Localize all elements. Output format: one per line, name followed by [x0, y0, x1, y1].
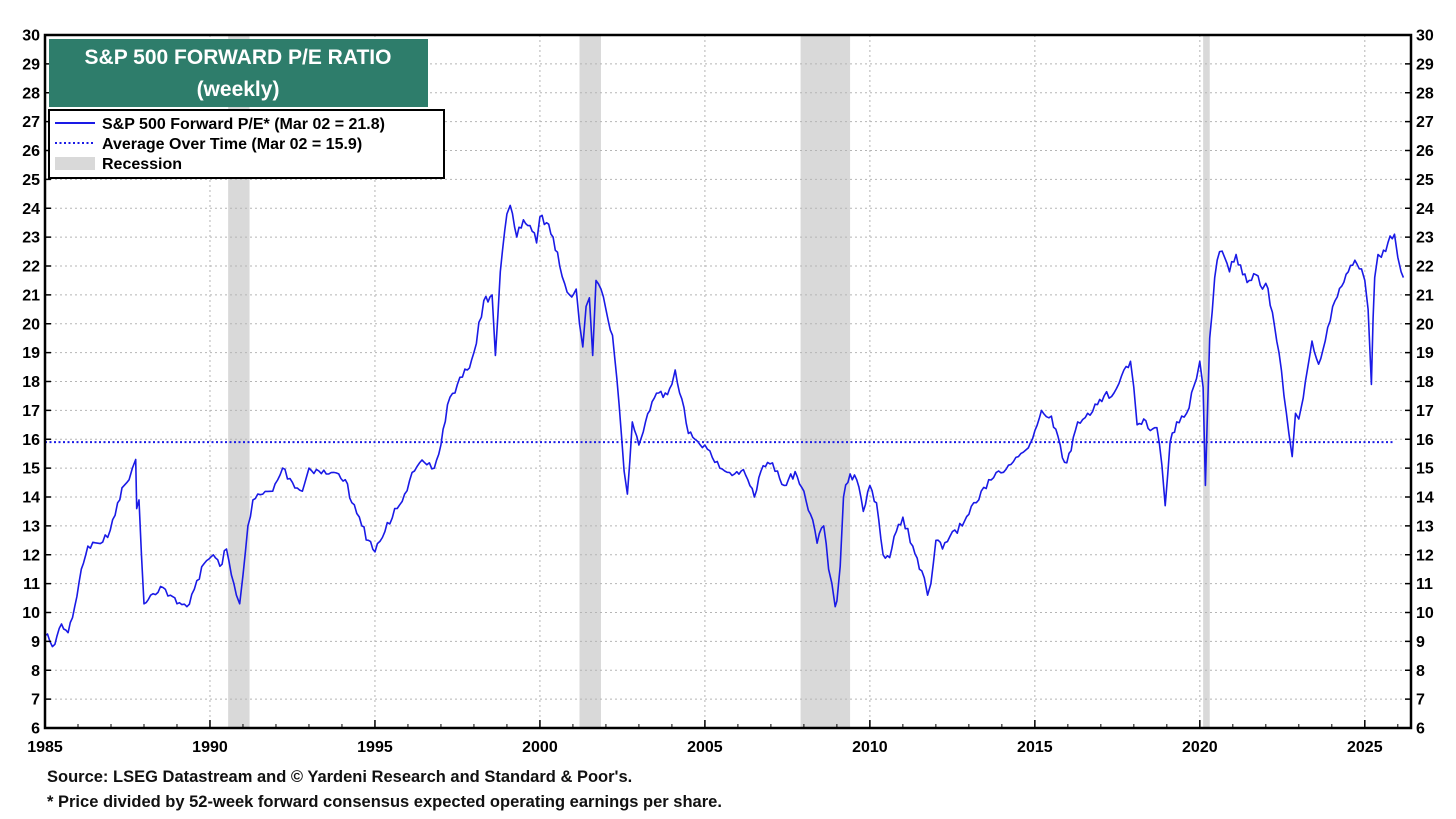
y-tick-label-right: 19 [1416, 345, 1434, 362]
y-tick-label-right: 17 [1416, 403, 1434, 420]
y-tick-label-left: 9 [31, 634, 40, 651]
y-tick-label-right: 10 [1416, 605, 1434, 622]
x-tick-label: 1990 [192, 739, 228, 756]
y-tick-label-left: 7 [31, 692, 40, 709]
forward-pe-line [44, 204, 1405, 648]
y-tick-label-right: 13 [1416, 518, 1434, 535]
y-tick-label-left: 20 [22, 316, 40, 333]
legend-label-average: Average Over Time (Mar 02 = 15.9) [102, 136, 362, 153]
y-tick-label-left: 18 [22, 374, 40, 391]
y-tick-label-right: 20 [1416, 316, 1434, 333]
y-tick-label-right: 28 [1416, 85, 1434, 102]
y-tick-label-left: 12 [22, 547, 40, 564]
y-tick-label-left: 23 [22, 230, 40, 247]
gridlines [45, 35, 1411, 728]
y-tick-label-right: 26 [1416, 143, 1434, 160]
x-tick-label: 2010 [852, 739, 888, 756]
y-tick-label-right: 15 [1416, 461, 1434, 478]
definition-note: * Price divided by 52-week forward conse… [47, 793, 722, 811]
y-tick-label-left: 26 [22, 143, 40, 160]
y-tick-label-right: 22 [1416, 259, 1434, 276]
source-note: Source: LSEG Datastream and © Yardeni Re… [47, 768, 633, 786]
axis-ticks: 6 6 7 7 8 8 9 9 10 10 11 11 12 12 13 13 14 14 15 15 16 16 17 17… [22, 28, 1434, 757]
y-tick-label-left: 15 [22, 461, 40, 478]
y-tick-label-right: 11 [1416, 576, 1433, 593]
y-tick-label-left: 10 [22, 605, 40, 622]
chart-subtitle: (weekly) [197, 78, 280, 101]
series-group [44, 204, 1405, 648]
y-tick-label-left: 8 [31, 663, 40, 680]
y-tick-label-right: 8 [1416, 663, 1425, 680]
y-tick-label-left: 21 [22, 287, 40, 304]
x-tick-label: 1985 [27, 739, 63, 756]
y-tick-label-right: 12 [1416, 547, 1434, 564]
y-tick-label-left: 14 [22, 490, 40, 507]
y-tick-label-right: 21 [1416, 287, 1434, 304]
y-tick-label-right: 7 [1416, 692, 1425, 709]
y-tick-label-left: 13 [22, 518, 40, 535]
y-tick-label-right: 14 [1416, 490, 1434, 507]
y-tick-label-left: 11 [23, 576, 40, 593]
y-tick-label-left: 30 [22, 28, 40, 45]
y-tick-label-right: 16 [1416, 432, 1434, 449]
y-tick-label-left: 24 [22, 201, 40, 218]
y-tick-label-left: 17 [22, 403, 40, 420]
legend-swatch-recession [55, 157, 95, 170]
legend-label-forward-pe: S&P 500 Forward P/E* (Mar 02 = 21.8) [102, 116, 385, 133]
legend: S&P 500 Forward P/E* (Mar 02 = 21.8) Ave… [48, 109, 445, 179]
y-tick-label-right: 29 [1416, 56, 1434, 73]
y-tick-label-right: 6 [1416, 721, 1425, 738]
y-tick-label-right: 30 [1416, 28, 1434, 45]
y-tick-label-right: 25 [1416, 172, 1434, 189]
x-tick-label: 2015 [1017, 739, 1053, 756]
y-tick-label-left: 27 [22, 114, 40, 131]
y-tick-label-left: 19 [22, 345, 40, 362]
recession-band [228, 35, 250, 728]
x-tick-label: 1995 [357, 739, 393, 756]
y-tick-label-left: 6 [31, 721, 40, 738]
y-tick-label-right: 23 [1416, 230, 1434, 247]
legend-label-recession: Recession [102, 156, 182, 173]
x-tick-label: 2025 [1347, 739, 1383, 756]
y-tick-label-left: 16 [22, 432, 40, 449]
y-tick-label-left: 29 [22, 56, 40, 73]
y-tick-label-left: 28 [22, 85, 40, 102]
chart-title: S&P 500 FORWARD P/E RATIO [85, 46, 392, 69]
y-tick-label-left: 22 [22, 259, 40, 276]
y-tick-label-left: 25 [22, 172, 40, 189]
title-box-bg [49, 39, 428, 107]
y-tick-label-right: 27 [1416, 114, 1434, 131]
x-tick-label: 2020 [1182, 739, 1218, 756]
title-box: S&P 500 FORWARD P/E RATIO (weekly) [49, 39, 428, 107]
x-tick-label: 2000 [522, 739, 558, 756]
y-tick-label-right: 18 [1416, 374, 1434, 391]
x-tick-label: 2005 [687, 739, 723, 756]
legend-box [48, 109, 445, 179]
y-tick-label-right: 9 [1416, 634, 1425, 651]
y-tick-label-right: 24 [1416, 201, 1434, 218]
